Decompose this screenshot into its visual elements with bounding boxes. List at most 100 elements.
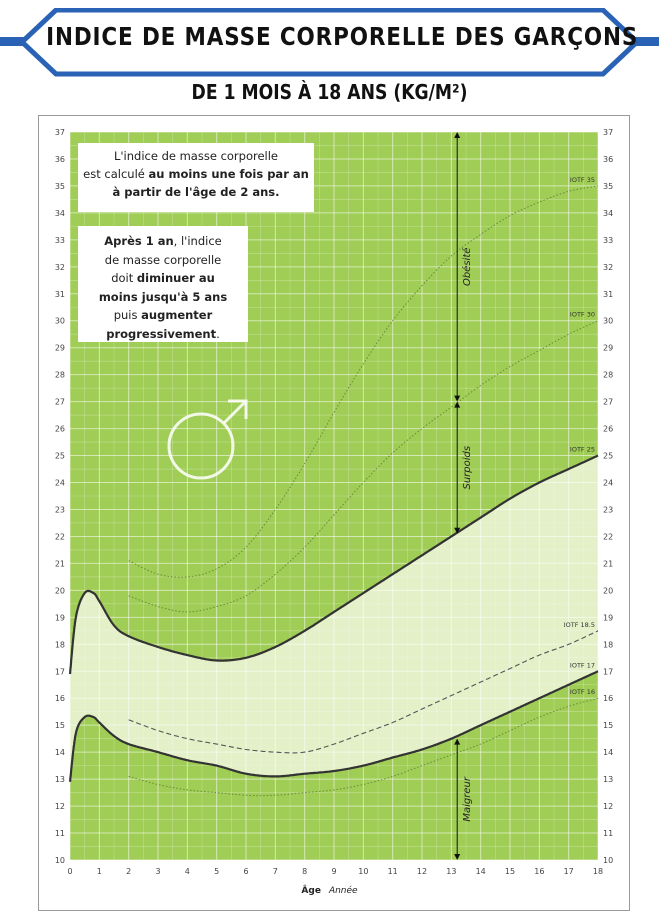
- y-tick-label-right: 18: [603, 640, 613, 649]
- x-tick-label: 2: [126, 867, 131, 876]
- series-label: IOTF 16: [570, 688, 595, 696]
- page-subtitle: DE 1 MOIS À 18 ANS (KG/M²): [191, 80, 468, 104]
- y-tick-label-left: 19: [55, 613, 65, 622]
- y-tick-label-left: 26: [55, 425, 65, 434]
- y-tick-label-right: 23: [603, 505, 613, 514]
- note1-line3: à partir de l'âge de 2 ans.: [112, 185, 280, 199]
- zone-arrow-head-bottom: [454, 395, 461, 402]
- note2-l1a: Après 1 an: [104, 234, 174, 248]
- y-tick-label-left: 27: [55, 398, 65, 407]
- note1-line1: L'indice de masse corporelle: [113, 149, 279, 163]
- y-tick-label-right: 10: [603, 856, 613, 865]
- y-tick-label-right: 27: [603, 398, 613, 407]
- y-tick-label-left: 29: [55, 344, 65, 353]
- y-tick-label-left: 32: [55, 263, 65, 272]
- y-tick-label-right: 21: [603, 559, 613, 568]
- y-tick-label-left: 15: [55, 721, 65, 730]
- x-tick-label: 4: [185, 867, 190, 876]
- y-tick-label-right: 13: [603, 775, 613, 784]
- y-tick-label-right: 17: [603, 667, 613, 676]
- y-tick-label-right: 29: [603, 344, 613, 353]
- series-label: IOTF 25: [570, 446, 595, 454]
- note2-l3b: diminuer au: [136, 271, 215, 285]
- y-tick-label-right: 28: [603, 371, 613, 380]
- y-tick-label-left: 13: [55, 775, 65, 784]
- y-tick-label-left: 16: [55, 694, 65, 703]
- x-tick-label: 14: [476, 867, 486, 876]
- y-tick-label-right: 37: [603, 128, 613, 137]
- x-tick-label: 9: [331, 867, 336, 876]
- male-symbol-icon: [167, 412, 235, 480]
- note2-l6: progressivement: [106, 326, 217, 341]
- x-tick-label: 8: [302, 867, 307, 876]
- y-tick-label-left: 36: [55, 155, 65, 164]
- page-title: INDICE DE MASSE CORPORELLE DES GARÇONS: [46, 22, 639, 51]
- y-tick-label-left: 37: [55, 128, 65, 137]
- note2-l5a: puis: [113, 308, 142, 322]
- note1-line2b: au moins une fois par an: [148, 167, 309, 181]
- y-tick-label-right: 36: [603, 155, 613, 164]
- x-tick-label: 0: [67, 867, 72, 876]
- y-tick-label-right: 30: [603, 317, 613, 326]
- x-tick-label: 13: [446, 867, 456, 876]
- zone-label: Obésité: [461, 248, 473, 286]
- y-tick-label-left: 28: [55, 371, 65, 380]
- title-banner: [0, 8, 659, 77]
- x-tick-label: 6: [243, 867, 248, 876]
- y-tick-label-right: 11: [603, 829, 613, 838]
- note2-l2: de masse corporelle: [104, 252, 222, 267]
- y-tick-label-left: 22: [55, 532, 65, 541]
- y-tick-label-right: 20: [603, 586, 613, 595]
- series-line-iotf-17: [68, 670, 599, 782]
- y-tick-label-left: 34: [55, 209, 65, 218]
- y-tick-label-left: 33: [55, 236, 65, 245]
- y-tick-label-right: 35: [603, 182, 613, 191]
- y-tick-label-left: 23: [55, 505, 65, 514]
- y-tick-label-left: 21: [55, 559, 65, 568]
- y-tick-label-right: 25: [603, 452, 613, 461]
- note1-line2a: est calculé: [83, 167, 149, 181]
- x-tick-label: 1: [97, 867, 102, 876]
- zone-label: Maigreur: [462, 776, 473, 821]
- y-tick-label-right: 34: [603, 209, 613, 218]
- y-tick-label-left: 30: [55, 317, 65, 326]
- y-tick-label-left: 25: [55, 452, 65, 461]
- y-tick-label-left: 11: [55, 829, 65, 838]
- series-label: IOTF 30: [570, 311, 595, 319]
- zone-arrow-head-top: [454, 132, 461, 138]
- zone-arrow-head-bottom: [454, 854, 461, 860]
- y-tick-label-right: 31: [603, 290, 613, 299]
- y-tick-label-left: 17: [55, 667, 65, 676]
- y-tick-label-left: 31: [55, 290, 65, 299]
- note2-l5b: augmenter: [141, 308, 213, 322]
- y-tick-label-right: 16: [603, 694, 613, 703]
- zone-arrow-head-top: [454, 401, 461, 408]
- series-line-iotf-35: [128, 185, 599, 578]
- y-tick-label-right: 22: [603, 532, 613, 541]
- zone-arrow-head-top: [454, 738, 461, 745]
- note2-l4: moins jusqu'à 5 ans: [98, 289, 228, 304]
- y-tick-label-left: 24: [55, 479, 65, 488]
- note-evolution: Après 1 an, l'indice de masse corporelle…: [78, 226, 248, 342]
- y-tick-label-left: 14: [55, 748, 65, 757]
- y-tick-label-right: 12: [603, 802, 613, 811]
- x-tick-label: 3: [155, 867, 160, 876]
- x-tick-label: 10: [358, 867, 368, 876]
- x-tick-label: 17: [564, 867, 574, 876]
- y-tick-label-left: 20: [55, 586, 65, 595]
- y-tick-label-right: 33: [603, 236, 613, 245]
- y-tick-label-right: 24: [603, 479, 613, 488]
- series-line-iotf-25: [68, 454, 599, 675]
- y-tick-label-left: 10: [55, 856, 65, 865]
- x-tick-label: 12: [417, 867, 427, 876]
- x-tick-label: 16: [534, 867, 544, 876]
- y-tick-label-left: 35: [55, 182, 65, 191]
- note2-l1b: , l'indice: [173, 234, 222, 248]
- x-axis-unit: Année: [328, 886, 358, 896]
- x-axis-label: Âge: [301, 886, 321, 896]
- x-tick-label: 5: [214, 867, 219, 876]
- zone-arrow-head-bottom: [454, 527, 461, 534]
- y-tick-label-right: 19: [603, 613, 613, 622]
- male-symbol-arrow-icon: [222, 399, 248, 425]
- note-frequency: L'indice de masse corporelle est calculé…: [78, 143, 314, 212]
